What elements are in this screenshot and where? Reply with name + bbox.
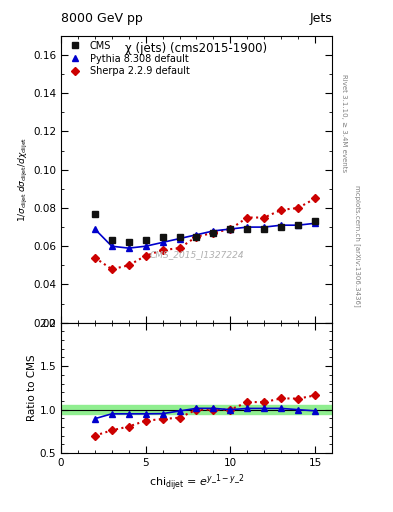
CMS (92, 210, 97, 217)
CMS (160, 233, 165, 240)
Pythia 8.308 default (211, 228, 216, 234)
Pythia 8.308 default (177, 236, 182, 242)
Pythia 8.308 default (279, 222, 284, 228)
Sherpa 2.2.9 default (194, 233, 199, 240)
Line: Sherpa 2.2.9 default: Sherpa 2.2.9 default (92, 196, 318, 272)
Sherpa 2.2.9 default (296, 205, 301, 211)
Pythia 8.308 default (126, 245, 131, 251)
CMS (296, 222, 301, 228)
Line: CMS: CMS (91, 210, 319, 246)
CMS (194, 233, 199, 240)
CMS (211, 230, 216, 236)
Sherpa 2.2.9 default (228, 226, 233, 232)
Y-axis label: $1/\sigma_\mathrm{dijet}\,d\sigma_\mathrm{dijet}/d\chi_\mathrm{dijet}$: $1/\sigma_\mathrm{dijet}\,d\sigma_\mathr… (17, 137, 30, 222)
CMS (245, 226, 250, 232)
Text: CMS_2015_I1327224: CMS_2015_I1327224 (149, 250, 244, 260)
X-axis label: chi$_\mathregular{dijet}$ = $e^{y\_1-y\_2}$: chi$_\mathregular{dijet}$ = $e^{y\_1-y\_… (149, 472, 244, 493)
Pythia 8.308 default (194, 231, 199, 238)
Sherpa 2.2.9 default (245, 215, 250, 221)
Sherpa 2.2.9 default (211, 230, 216, 236)
CMS (109, 238, 114, 244)
Text: χ (jets) (cms2015-1900): χ (jets) (cms2015-1900) (125, 41, 268, 55)
CMS (177, 233, 182, 240)
Sherpa 2.2.9 default (279, 207, 284, 213)
Text: 8000 GeV pp: 8000 GeV pp (61, 12, 143, 25)
Pythia 8.308 default (92, 226, 97, 232)
Sherpa 2.2.9 default (143, 253, 148, 259)
Pythia 8.308 default (160, 239, 165, 245)
Pythia 8.308 default (296, 222, 301, 228)
Text: mcplots.cern.ch [arXiv:1306.3436]: mcplots.cern.ch [arXiv:1306.3436] (354, 185, 360, 307)
CMS (126, 239, 131, 245)
Pythia 8.308 default (262, 224, 266, 230)
Pythia 8.308 default (313, 220, 318, 226)
Pythia 8.308 default (143, 243, 148, 249)
Sherpa 2.2.9 default (126, 262, 131, 268)
CMS (143, 238, 148, 244)
Pythia 8.308 default (228, 226, 233, 232)
CMS (228, 226, 233, 232)
Sherpa 2.2.9 default (313, 196, 318, 202)
CMS (313, 218, 318, 224)
Legend: CMS, Pythia 8.308 default, Sherpa 2.2.9 default: CMS, Pythia 8.308 default, Sherpa 2.2.9 … (64, 39, 192, 78)
Line: Pythia 8.308 default: Pythia 8.308 default (92, 220, 318, 251)
Text: Rivet 3.1.10, ≥ 3.4M events: Rivet 3.1.10, ≥ 3.4M events (341, 74, 347, 172)
Sherpa 2.2.9 default (262, 215, 266, 221)
Sherpa 2.2.9 default (92, 254, 97, 261)
CMS (262, 226, 266, 232)
Sherpa 2.2.9 default (109, 266, 114, 272)
Sherpa 2.2.9 default (160, 247, 165, 253)
CMS (279, 224, 284, 230)
Sherpa 2.2.9 default (177, 245, 182, 251)
Pythia 8.308 default (109, 243, 114, 249)
Y-axis label: Ratio to CMS: Ratio to CMS (27, 355, 37, 421)
Pythia 8.308 default (245, 224, 250, 230)
Bar (61, 406, 332, 414)
Text: Jets: Jets (309, 12, 332, 25)
